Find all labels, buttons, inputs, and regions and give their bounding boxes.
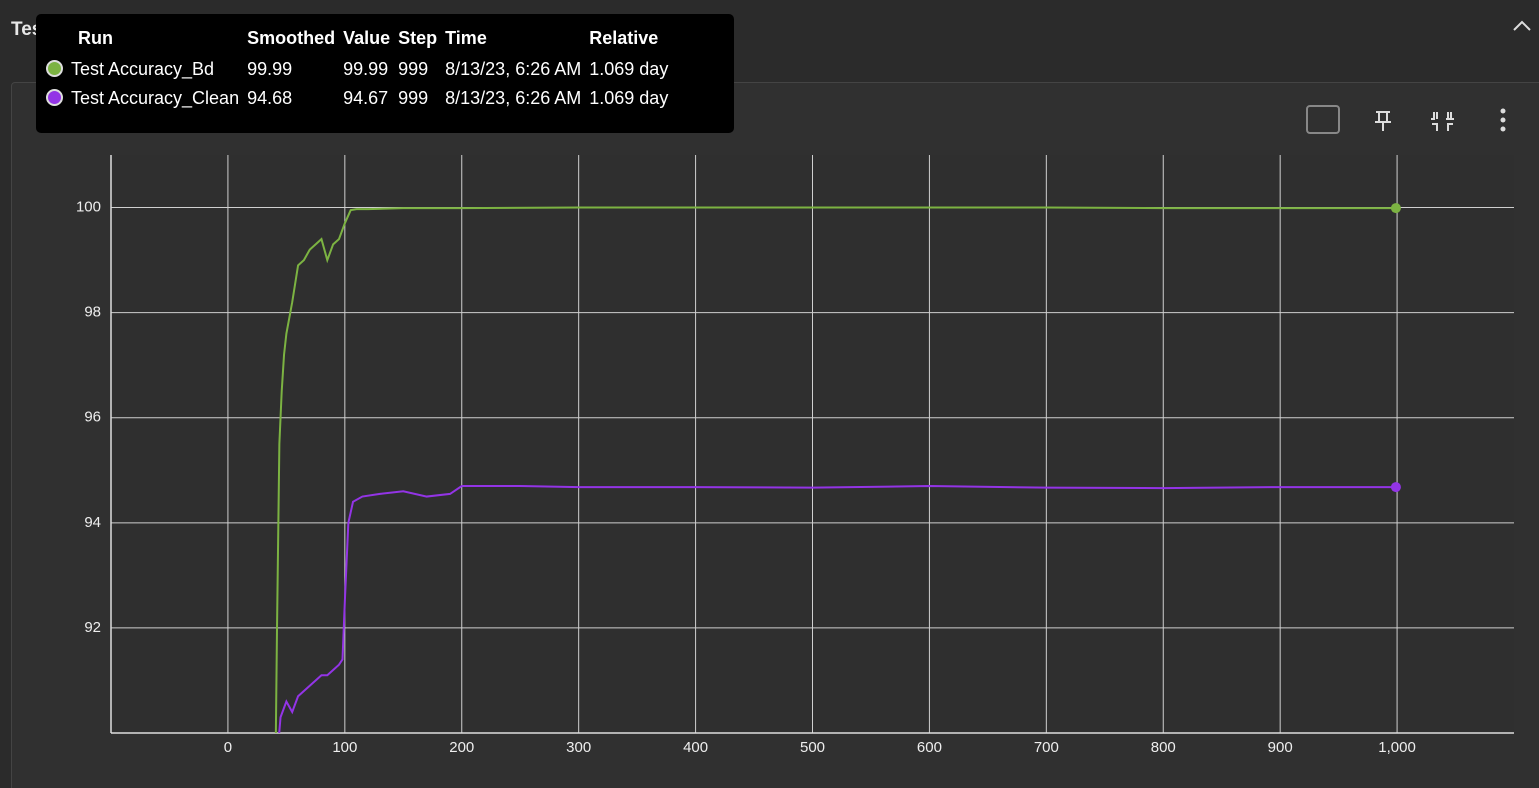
cell-text: 8/13/23, 6:26 AM — [445, 88, 582, 108]
x-tick-label: 200 — [449, 739, 474, 756]
x-tick-label: 1,000 — [1378, 739, 1416, 756]
x-tick-label: 100 — [332, 739, 357, 756]
tooltip-cell: 94.68 — [247, 86, 343, 115]
tooltip-cell: 94.67 — [343, 86, 398, 115]
y-tick-label: 94 — [84, 514, 101, 531]
tooltip-cell: Test Accuracy_Clean — [46, 86, 247, 115]
tooltip-table: Run Smoothed Value Step Time Relative Test Acc… — [46, 28, 676, 115]
column-header: Run — [78, 28, 113, 48]
tooltip-cell: 99.99 — [343, 57, 398, 86]
collapse-icon[interactable] — [1512, 18, 1532, 32]
tooltip-row: Test Accuracy_Clean 94.68 94.67 999 8/13/23,… — [46, 86, 676, 115]
y-tick-label: 100 — [76, 199, 101, 216]
column-header: Step — [398, 28, 438, 48]
x-tick-label: 800 — [1151, 739, 1176, 756]
x-tick-label: 0 — [224, 739, 232, 756]
y-tick-label: 96 — [84, 409, 101, 426]
tooltip-cell: 8/13/23, 6:26 AM — [445, 86, 589, 115]
tooltip-cell: 99.99 — [247, 57, 343, 86]
cell-text: 999 — [398, 88, 429, 108]
column-header: Relative — [589, 28, 659, 48]
legend-dot — [46, 89, 63, 106]
y-tick-label: 92 — [84, 619, 101, 636]
tooltip-cell: 999 — [398, 86, 445, 115]
tooltip-cell: 1.069 day — [589, 86, 676, 115]
column-header: Time — [445, 28, 487, 48]
tooltip-cell: 999 — [398, 57, 445, 86]
cell-text: 1.069 day — [589, 88, 669, 108]
pin-icon[interactable] — [1375, 111, 1391, 131]
toolbar — [1306, 105, 1506, 134]
end-point — [1390, 203, 1401, 214]
cell-text: 999 — [398, 59, 429, 79]
tooltip-cell: 1.069 day — [589, 57, 676, 86]
fit-icon[interactable] — [1306, 105, 1340, 134]
cell-text: 8/13/23, 6:26 AM — [445, 59, 582, 79]
plot-area: 92 94 96 98 100 0 100 200 300 400 500 600 700 800 900 1… — [76, 155, 1514, 756]
cell-text: 94.68 — [247, 88, 293, 108]
series-line — [278, 485, 1396, 733]
x-tick-label: 400 — [683, 739, 708, 756]
cell-text: 99.99 — [247, 59, 293, 79]
more-icon[interactable] — [1500, 108, 1506, 132]
cell-text: 99.99 — [343, 59, 389, 79]
end-point — [1390, 482, 1401, 493]
y-tick-label: 98 — [84, 304, 101, 321]
x-tick-label: 500 — [800, 739, 825, 756]
legend-dot — [46, 60, 63, 77]
tooltip: Run Smoothed Value Step Time Relative Test Acc… — [36, 14, 734, 133]
x-tick-label: 900 — [1268, 739, 1293, 756]
cell-text: 94.67 — [343, 88, 389, 108]
tooltip-header: Run Smoothed Value Step Time Relative — [46, 28, 676, 57]
x-tick-label: 700 — [1034, 739, 1059, 756]
column-header: Value — [343, 28, 391, 48]
tooltip-cell: 8/13/23, 6:26 AM — [445, 57, 589, 86]
cell-text: Test Accuracy_Bd — [71, 59, 215, 79]
tooltip-cell: Test Accuracy_Bd — [46, 57, 247, 86]
series-line — [274, 206, 1396, 733]
cell-text: 1.069 day — [589, 59, 669, 79]
tooltip-row: Test Accuracy_Bd 99.99 99.99 999 8/13/23, 6:… — [46, 57, 676, 86]
x-tick-label: 600 — [917, 739, 942, 756]
shrink-icon[interactable] — [1431, 112, 1454, 131]
column-header: Smoothed — [247, 28, 336, 48]
cell-text: Test Accuracy_Clean — [71, 88, 240, 108]
x-tick-label: 300 — [566, 739, 591, 756]
